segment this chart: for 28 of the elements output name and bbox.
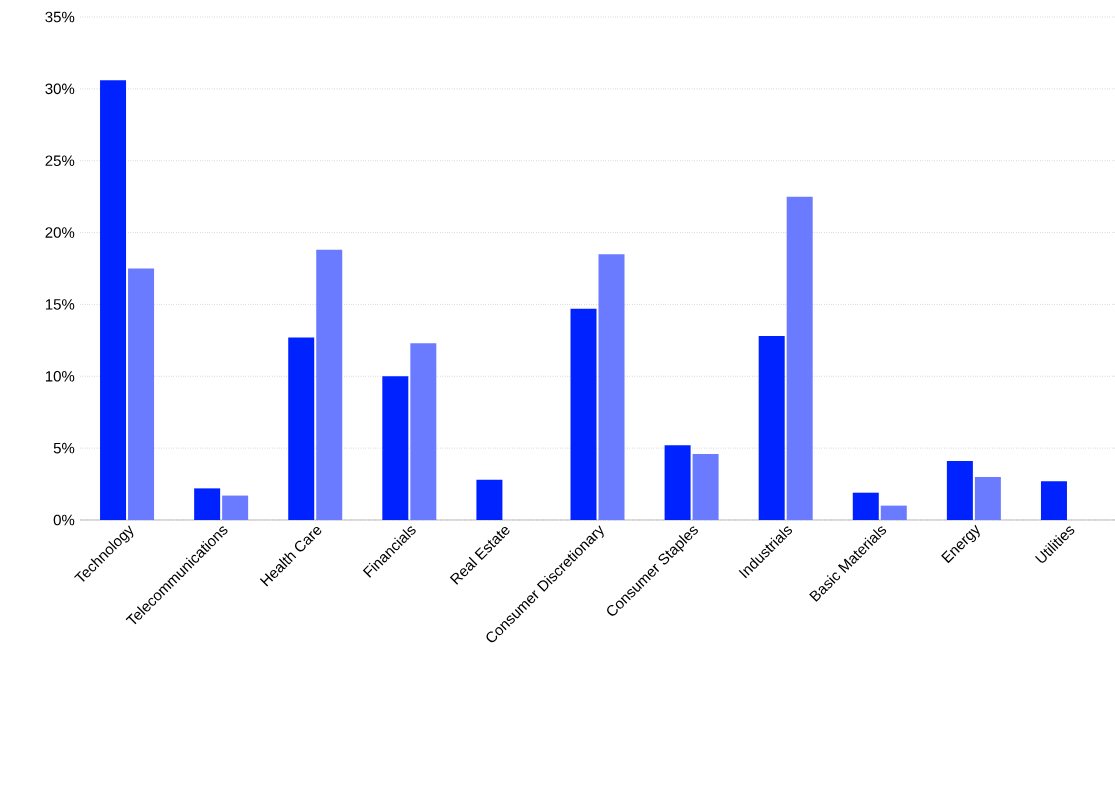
- bar: [410, 343, 437, 520]
- y-tick-label: 15%: [45, 299, 75, 310]
- bar: [880, 505, 907, 520]
- bar: [1040, 481, 1067, 520]
- y-tick-label: 25%: [45, 155, 75, 167]
- bar: [100, 80, 127, 520]
- y-tick-label: 35%: [45, 11, 75, 23]
- bar: [692, 453, 719, 520]
- y-tick-label: 10%: [45, 370, 75, 382]
- bar: [194, 488, 221, 520]
- bar: [974, 476, 1001, 520]
- y-tick-label: 20%: [45, 227, 75, 238]
- y-tick-label: 5%: [53, 442, 75, 454]
- bar: [382, 376, 409, 520]
- bar: [222, 495, 249, 520]
- bar: [288, 337, 315, 520]
- bar: [946, 461, 973, 520]
- bar: [316, 249, 343, 520]
- bar: [598, 254, 625, 520]
- bar: [852, 492, 879, 520]
- bar: [128, 268, 155, 520]
- bar: [664, 445, 691, 520]
- bar: [570, 308, 597, 520]
- y-tick-label: 0%: [53, 514, 75, 526]
- bar: [476, 479, 503, 520]
- bar: [758, 336, 785, 520]
- y-tick-label: 30%: [45, 83, 75, 95]
- bar: [786, 196, 813, 520]
